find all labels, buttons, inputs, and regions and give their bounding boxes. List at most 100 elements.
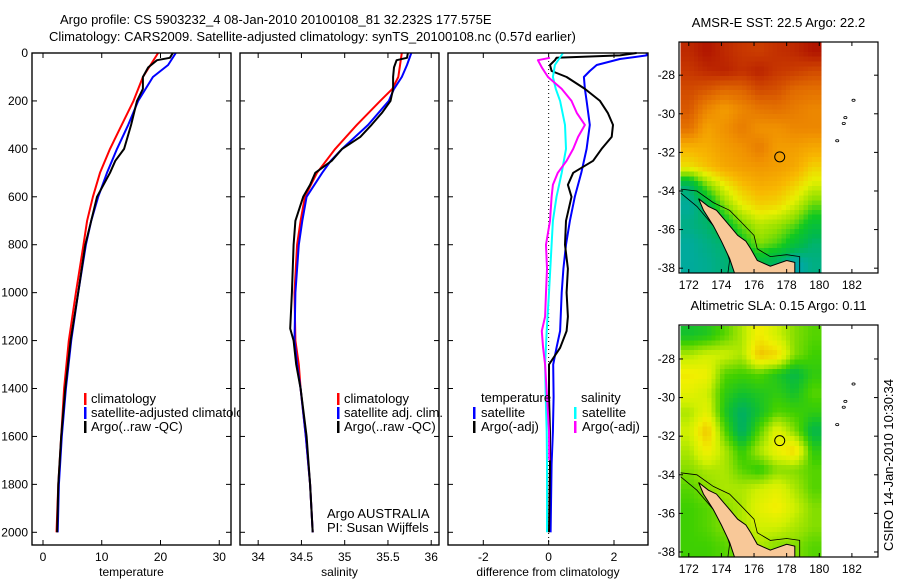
field-cell [803,330,809,337]
field-cell [702,56,708,63]
field-cell [750,109,756,115]
field-cell [755,455,761,461]
field-cell [733,484,739,490]
x-tick-label: 30 [213,550,227,564]
field-cell [706,546,712,552]
field-cell [715,109,721,115]
field-cell [689,388,695,394]
field-cell [812,445,818,452]
field-cell [785,421,791,428]
field-cell [755,503,761,509]
field-cell [807,195,813,201]
field-cell [759,138,765,144]
field-cell [728,507,734,514]
field-cell [746,340,752,346]
field-cell [790,157,796,163]
field-cell [715,464,721,471]
field-cell [742,85,747,91]
field-cell [698,397,704,404]
field-cell [715,455,721,461]
field-cell [790,114,796,120]
field-cell [763,80,769,87]
field-cell [812,262,818,268]
field-cell [777,233,783,240]
field-cell [733,364,739,370]
field-cell [794,507,800,514]
field-cell [711,42,717,48]
field-cell [693,181,699,187]
field-cell [803,407,809,413]
field-cell [781,407,787,413]
axes-border [447,52,649,546]
field-cell [706,527,712,533]
field-cell [702,99,708,106]
field-cell [715,118,721,125]
field-cell [702,445,708,452]
field-cell [798,359,804,366]
field-cell [728,479,734,485]
field-cell [685,527,690,533]
field-cell [711,460,717,466]
field-cell [816,517,822,523]
field-cell [803,51,809,58]
field-cell [763,133,769,139]
field-cell [812,104,818,110]
field-cell [742,503,747,509]
field-cell [803,205,809,211]
field-cell [794,503,800,509]
field-cell [702,109,708,115]
field-cell [680,393,686,399]
field-cell [750,441,756,447]
field-cell [706,326,712,332]
field-cell [790,161,796,168]
field-cell [680,118,686,125]
field-cell [781,114,787,120]
field-cell [724,214,730,220]
field-cell [807,123,813,130]
field-cell [724,359,730,366]
field-cell [763,493,769,500]
field-cell [777,176,783,182]
field-cell [763,354,769,361]
field-cell [798,185,804,192]
field-cell [702,484,708,490]
field-cell [685,426,690,433]
field-cell [790,445,796,452]
field-cell [781,527,787,533]
field-cell [750,527,756,533]
field-cell [755,171,761,177]
field-cell [812,47,818,53]
field-cell [728,498,734,504]
field-cell [785,51,791,58]
field-cell [724,460,730,466]
field-cell [759,369,765,375]
field-cell [750,205,756,211]
field-cell [702,80,708,87]
island-outline [843,399,848,403]
field-cell [720,493,726,500]
field-cell [794,195,800,201]
field-cell [763,498,769,504]
field-cell [689,95,695,101]
field-cell [680,488,686,495]
field-cell [685,85,690,91]
field-cell [737,507,743,514]
field-cell [685,109,690,115]
field-cell [728,417,734,423]
field-cell [772,114,778,120]
field-cell [763,224,769,230]
field-cell [759,531,765,538]
field-cell [680,200,686,206]
field-cell [680,228,686,235]
field-cell [711,426,717,433]
field-cell [720,243,726,249]
field-cell [698,378,704,385]
field-cell [746,147,752,154]
field-cell [698,551,704,557]
field-cell [768,436,774,442]
field-cell [794,340,800,346]
field-cell [798,397,804,404]
field-cell [689,267,695,273]
field-cell [755,374,761,380]
field-cell [816,450,822,456]
